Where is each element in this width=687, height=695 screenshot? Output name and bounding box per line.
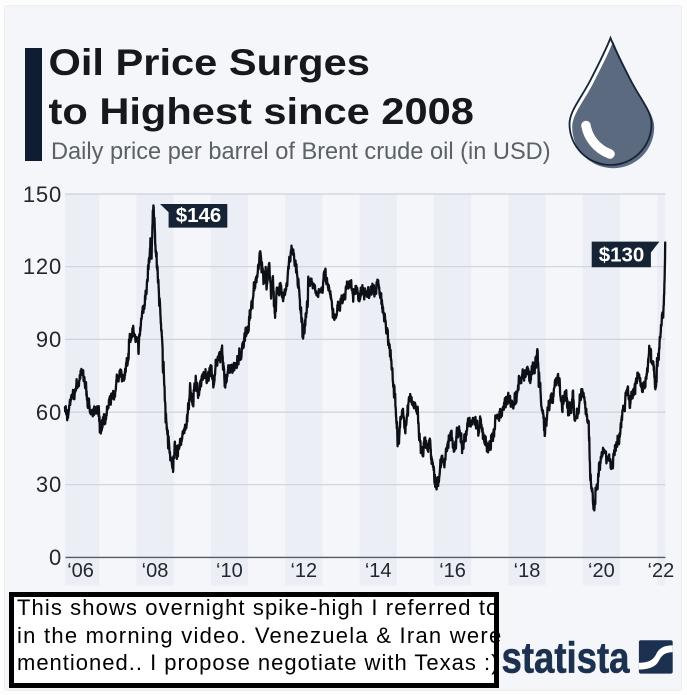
svg-text:$130: $130 [599, 244, 645, 267]
svg-text:statista: statista [502, 634, 630, 683]
svg-text:$146: $146 [176, 204, 222, 227]
